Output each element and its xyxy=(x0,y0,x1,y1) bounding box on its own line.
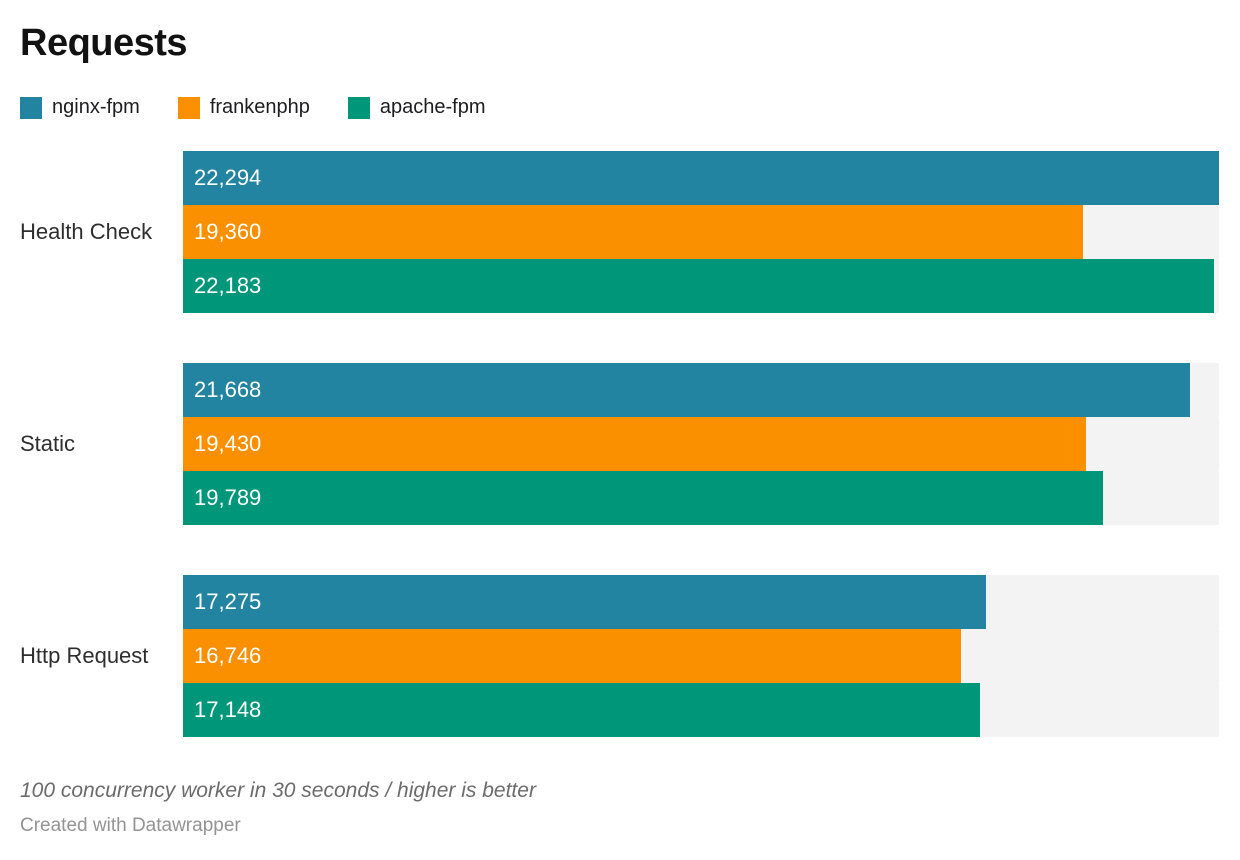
category-label: Static xyxy=(20,430,76,456)
bar-track: 22,183 xyxy=(183,259,1219,313)
bar-value-label: 19,430 xyxy=(194,431,262,456)
bar-track: 19,360 xyxy=(183,205,1219,259)
bar-apache-fpm: 17,148 xyxy=(183,683,980,737)
bar-frankenphp: 16,746 xyxy=(183,629,962,683)
bar-group-health-check: Health Check 22,294 19,360 22,183 xyxy=(20,151,1219,313)
legend-swatch-icon xyxy=(20,96,42,119)
legend-item-label: apache-fpm xyxy=(379,96,486,118)
legend: nginx-fpm frankenphp apache-fpm xyxy=(20,96,1219,119)
bar-track: 19,789 xyxy=(183,471,1219,525)
bar-group-bars: 22,294 19,360 22,183 xyxy=(183,151,1219,313)
category-label: Http Request xyxy=(20,642,149,668)
bar-value-label: 16,746 xyxy=(194,643,262,668)
bar-apache-fpm: 19,789 xyxy=(183,471,1103,525)
legend-swatch-icon xyxy=(177,96,200,119)
bar-group-static: Static 21,668 19,430 19,789 xyxy=(20,363,1219,525)
bar-apache-fpm: 22,183 xyxy=(183,259,1214,313)
bar-value-label: 19,789 xyxy=(194,485,262,510)
bar-track: 17,148 xyxy=(183,683,1219,737)
bar-frankenphp: 19,360 xyxy=(183,205,1083,259)
datawrapper-attribution-link[interactable]: Created with Datawrapper xyxy=(20,815,241,836)
bar-value-label: 22,294 xyxy=(194,165,262,190)
chart-footnote: 100 concurrency worker in 30 seconds / h… xyxy=(20,779,536,802)
bar-nginx-fpm: 22,294 xyxy=(183,151,1219,205)
bar-track: 19,430 xyxy=(183,417,1219,471)
bar-value-label: 17,275 xyxy=(194,589,262,614)
legend-item-label: frankenphp xyxy=(209,96,310,118)
legend-item-label: nginx-fpm xyxy=(52,96,140,118)
bar-nginx-fpm: 17,275 xyxy=(183,575,986,629)
chart-title: Requests xyxy=(20,22,188,64)
bar-value-label: 21,668 xyxy=(194,377,262,402)
bar-value-label: 22,183 xyxy=(194,273,262,298)
bar-track: 21,668 xyxy=(183,363,1219,417)
bar-track: 17,275 xyxy=(183,575,1219,629)
bar-chart: Health Check 22,294 19,360 22,183 Static 21,6… xyxy=(20,151,1219,737)
bar-track: 22,294 xyxy=(183,151,1219,205)
bar-frankenphp: 19,430 xyxy=(183,417,1086,471)
bar-group-http-request: Http Request 17,275 16,746 17,148 xyxy=(20,575,1219,737)
bar-value-label: 19,360 xyxy=(194,219,262,244)
legend-item-apache-fpm: apache-fpm xyxy=(347,96,486,119)
legend-item-frankenphp: frankenphp xyxy=(177,96,310,119)
bar-group-bars: 21,668 19,430 19,789 xyxy=(183,363,1219,525)
bar-value-label: 17,148 xyxy=(194,697,262,722)
legend-swatch-icon xyxy=(347,96,370,119)
bar-track: 16,746 xyxy=(183,629,1219,683)
bar-group-bars: 17,275 16,746 17,148 xyxy=(183,575,1219,737)
category-label: Health Check xyxy=(20,218,153,244)
bar-nginx-fpm: 21,668 xyxy=(183,363,1190,417)
legend-item-nginx-fpm: nginx-fpm xyxy=(20,96,140,119)
